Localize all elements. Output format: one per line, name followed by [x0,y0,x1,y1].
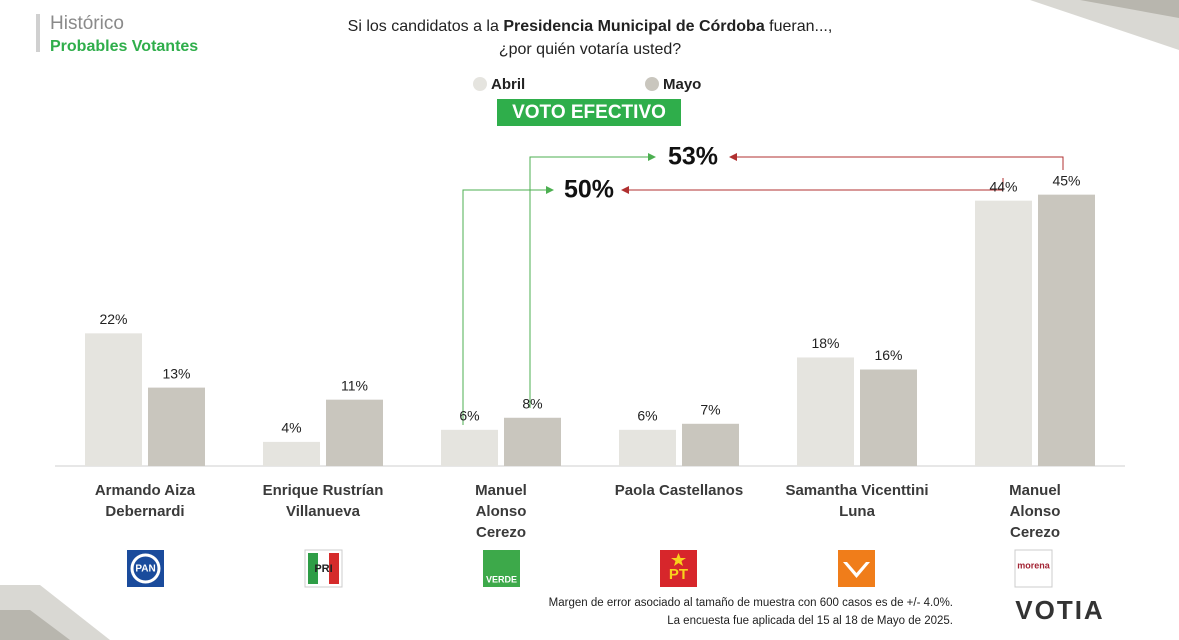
logo-pri: PRI [304,549,343,588]
value-label: 6% [637,408,657,424]
bar [797,357,854,466]
chart-title: Si los candidatos a la Presidencia Munic… [348,18,833,35]
chart-subtitle: ¿por quién votaría usted? [499,41,681,58]
value-label: 8% [522,395,542,411]
badge [497,99,681,126]
bar [619,429,676,466]
value-label: 44% [989,178,1017,194]
logo-pan: PAN [127,550,164,587]
title-part: Si los candidatos a la [348,18,504,35]
logo-text: PRI [314,563,332,575]
x-tick-label: Manuel Alonso Cerezo [1009,482,1061,541]
brand: VOTIA [1015,595,1104,625]
value-label: 13% [162,365,190,381]
logo-text: morena [1017,560,1051,570]
bar [860,369,917,466]
header-accent [36,14,40,52]
deco-top [1030,0,1179,50]
logo-pt: PT [660,550,697,587]
title-part: fueran..., [765,18,833,35]
value-label: 7% [700,401,720,417]
x-tick-label: Armando Aiza Debernardi [94,482,196,520]
arrow [729,153,1064,170]
logo-mc [838,550,875,587]
legend-swatch [473,77,487,91]
bar [441,429,498,466]
bar [682,423,739,466]
value-label: 22% [99,311,127,327]
logo-text: PT [669,566,688,583]
header-title: Histórico [50,13,124,34]
value-label: 11% [341,377,368,393]
bar [1038,194,1095,466]
arrow [529,153,656,408]
logo-text: PAN [135,564,155,575]
bar [263,441,320,466]
logo-verde: VERDE [483,550,520,587]
annotation: 53% [668,143,718,171]
value-label: 18% [811,335,839,351]
bar [85,333,142,466]
footnote: Margen de error asociado al tamaño de mu… [548,597,953,609]
header-subtitle: Probables Votantes [50,38,198,55]
logo-morena: morena [1014,549,1053,588]
value-label: 16% [874,347,902,363]
footnote: La encuesta fue aplicada del 15 al 18 de… [667,615,953,627]
bar [148,387,205,466]
legend-label: Abril [491,76,525,93]
bar [326,399,383,466]
logo-text: VERDE [486,574,517,584]
arrow [462,186,554,425]
deco-top-dark [1080,0,1179,18]
badge-text: VOTO EFECTIVO [512,102,666,123]
deco-bottom-dark [0,610,70,640]
x-tick-label: Samantha Vicenttini Luna [785,482,929,520]
value-label: 4% [281,420,301,436]
legend-label: Mayo [663,76,701,93]
bar [504,417,561,466]
x-tick-label: Manuel Alonso Cerezo [475,482,527,541]
arrow [621,178,1004,194]
x-tick-label: Paola Castellanos [614,482,744,499]
bar [975,200,1032,466]
value-label: 6% [459,408,479,424]
value-label: 45% [1052,172,1080,188]
x-tick-label: Enrique Rustrían Villanueva [262,482,384,520]
annotation: 50% [564,176,614,204]
legend-swatch [645,77,659,91]
title-part-bold: Presidencia Municipal de Córdoba [503,18,764,35]
